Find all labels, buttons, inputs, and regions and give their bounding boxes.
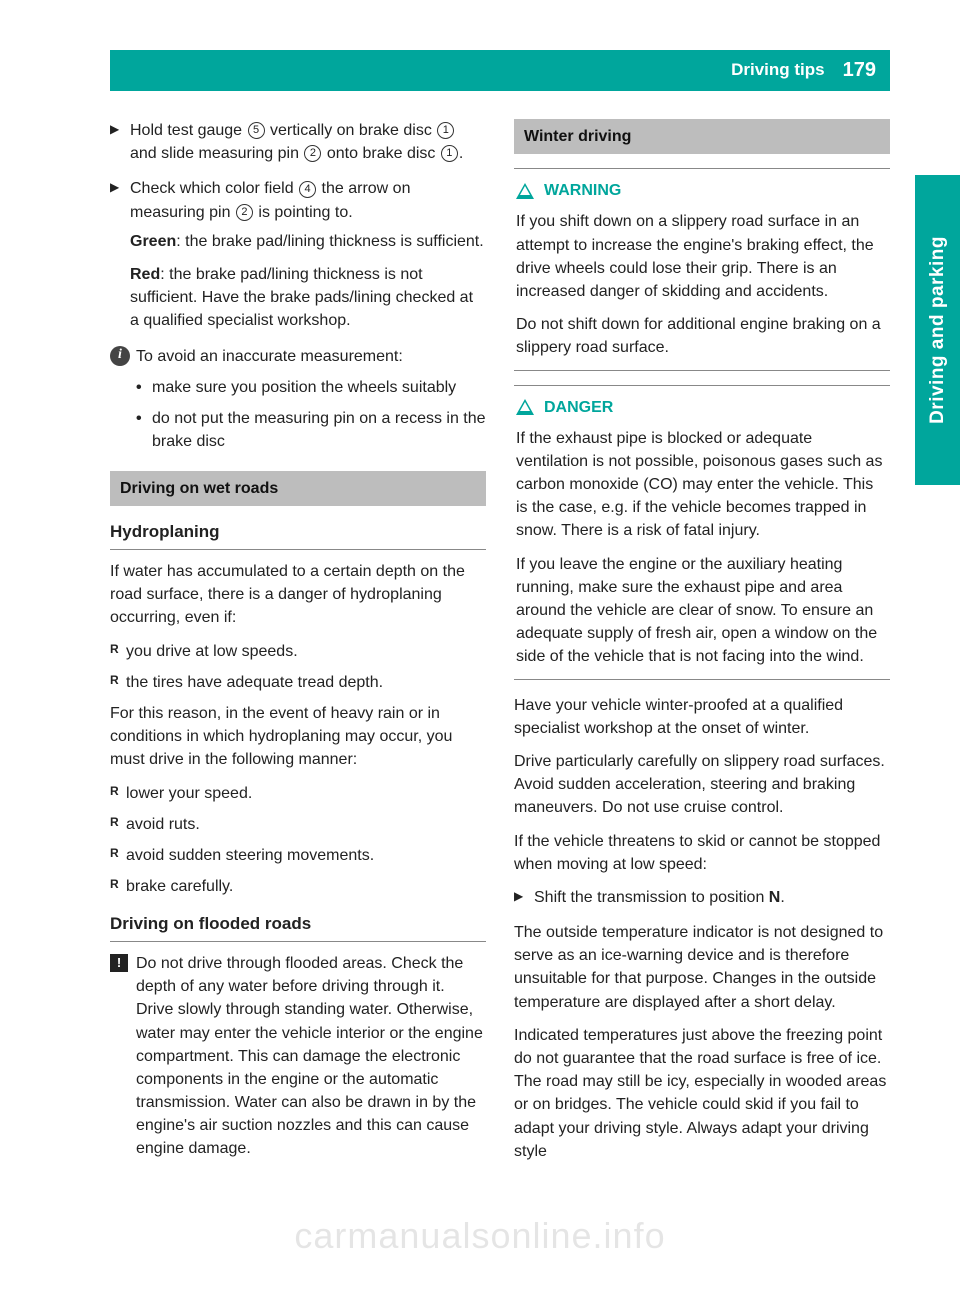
text: Shift the transmission to position bbox=[534, 889, 769, 906]
sub-heading: Hydroplaning bbox=[110, 520, 486, 550]
list-item: avoid ruts. bbox=[110, 813, 486, 836]
section-heading: Winter driving bbox=[514, 119, 890, 154]
paragraph: The outside temperature indicator is not… bbox=[514, 921, 890, 1014]
ref-circle: 2 bbox=[304, 145, 321, 162]
danger-box: DANGER If the exhaust pipe is blocked or… bbox=[514, 385, 890, 680]
red-label: Red bbox=[130, 266, 160, 283]
list-item: do not put the measuring pin on a recess… bbox=[136, 407, 486, 453]
caution-block: ! Do not drive through flooded areas. Ch… bbox=[110, 952, 486, 1161]
sub-heading: Driving on flooded roads bbox=[110, 912, 486, 942]
paragraph: Have your vehicle winter-proofed at a qu… bbox=[514, 694, 890, 740]
info-icon: i bbox=[110, 346, 130, 366]
green-label: Green bbox=[130, 233, 176, 250]
paragraph: If you leave the engine or the auxiliary… bbox=[516, 553, 888, 669]
info-lead: To avoid an inaccurate measurement: bbox=[136, 348, 403, 365]
paragraph: Do not shift down for additional engine … bbox=[516, 313, 888, 359]
text: : the brake pad/lining thickness is suff… bbox=[176, 233, 483, 250]
warning-title: WARNING bbox=[516, 179, 888, 202]
text: Check which color field bbox=[130, 180, 298, 197]
text: . bbox=[459, 145, 463, 162]
text: is pointing to. bbox=[254, 204, 353, 221]
text: . bbox=[780, 889, 784, 906]
left-column: Hold test gauge 5 vertically on brake di… bbox=[110, 119, 486, 1173]
text: onto brake disc bbox=[322, 145, 439, 162]
text: and slide measuring pin bbox=[130, 145, 303, 162]
right-column: Winter driving WARNING If you shift down… bbox=[514, 119, 890, 1173]
paragraph: If the exhaust pipe is blocked or adequa… bbox=[516, 427, 888, 543]
list-item: the tires have adequate tread depth. bbox=[110, 671, 486, 694]
paragraph: For this reason, in the event of heavy r… bbox=[110, 702, 486, 772]
list-item: brake carefully. bbox=[110, 875, 486, 898]
caution-text: Do not drive through flooded areas. Chec… bbox=[136, 955, 483, 1158]
info-block: i To avoid an inaccurate measurement: ma… bbox=[110, 345, 486, 454]
ref-circle: 2 bbox=[236, 204, 253, 221]
header-bar: Driving tips 179 bbox=[110, 50, 890, 91]
warning-triangle-icon bbox=[516, 183, 534, 199]
step-item: Hold test gauge 5 vertically on brake di… bbox=[110, 119, 486, 165]
ref-circle: 5 bbox=[248, 122, 265, 139]
list-item: make sure you position the wheels suitab… bbox=[136, 376, 486, 399]
side-tab-label: Driving and parking bbox=[924, 236, 952, 424]
header-section-title: Driving tips bbox=[731, 58, 825, 83]
paragraph: Drive particularly carefully on slippery… bbox=[514, 750, 890, 820]
position-n: N bbox=[769, 889, 781, 906]
list-item: you drive at low speeds. bbox=[110, 640, 486, 663]
text: : the brake pad/lining thickness is not … bbox=[130, 266, 473, 329]
text: vertically on brake disc bbox=[266, 122, 437, 139]
paragraph: Green: the brake pad/lining thickness is… bbox=[130, 230, 486, 253]
warning-box: WARNING If you shift down on a slippery … bbox=[514, 168, 890, 370]
warning-label: WARNING bbox=[544, 179, 621, 202]
danger-title: DANGER bbox=[516, 396, 888, 419]
paragraph: Indicated temperatures just above the fr… bbox=[514, 1024, 890, 1163]
list-item: avoid sudden steering movements. bbox=[110, 844, 486, 867]
paragraph: If you shift down on a slippery road sur… bbox=[516, 210, 888, 303]
side-tab: Driving and parking bbox=[915, 175, 960, 485]
step-item: Check which color field 4 the arrow on m… bbox=[110, 177, 486, 332]
paragraph: If the vehicle threatens to skid or cann… bbox=[514, 830, 890, 876]
header-page-number: 179 bbox=[843, 56, 876, 85]
ref-circle: 4 bbox=[299, 181, 316, 198]
warning-triangle-icon bbox=[516, 399, 534, 415]
section-heading: Driving on wet roads bbox=[110, 471, 486, 506]
ref-circle: 1 bbox=[441, 145, 458, 162]
paragraph: If water has accumulated to a certain de… bbox=[110, 560, 486, 630]
list-item: lower your speed. bbox=[110, 782, 486, 805]
text: Hold test gauge bbox=[130, 122, 247, 139]
step-item: Shift the transmission to position N. bbox=[514, 886, 890, 909]
exclamation-icon: ! bbox=[110, 954, 128, 972]
danger-label: DANGER bbox=[544, 396, 613, 419]
paragraph: Red: the brake pad/lining thickness is n… bbox=[130, 263, 486, 333]
ref-circle: 1 bbox=[437, 122, 454, 139]
